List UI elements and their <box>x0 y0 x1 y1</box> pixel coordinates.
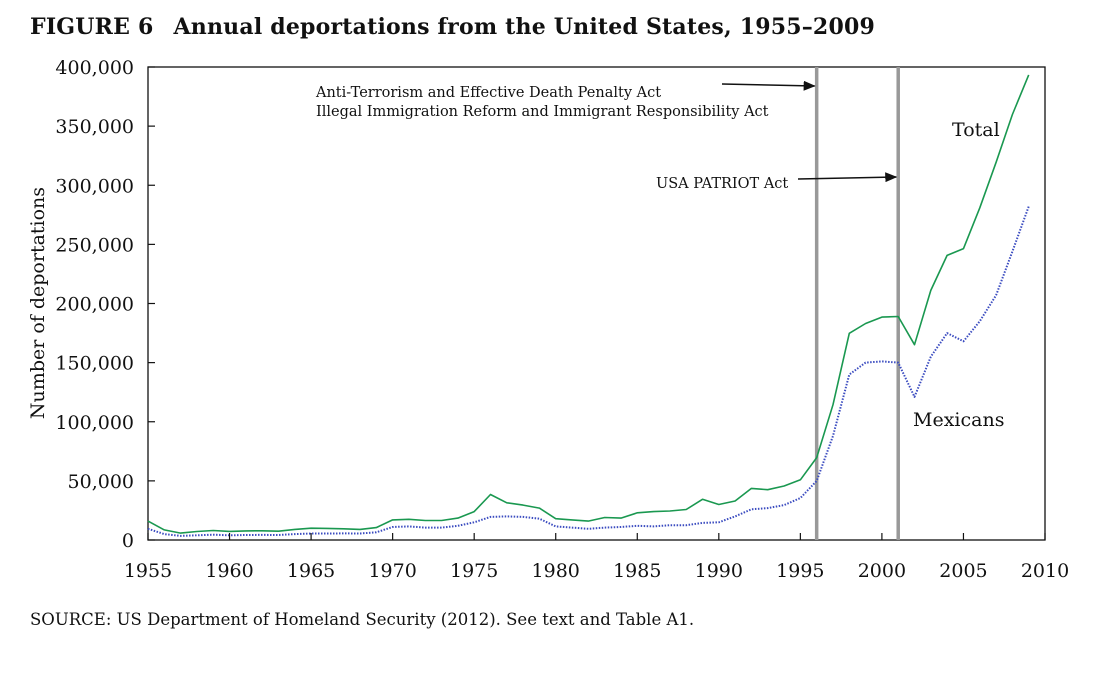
x-tick-label: 1970 <box>368 560 416 582</box>
x-tick-label: 1985 <box>613 560 661 582</box>
y-tick-label: 150,000 <box>55 353 134 375</box>
series-line-mexicans <box>147 206 1030 537</box>
x-tick-label: 1995 <box>776 560 824 582</box>
x-tick-label: 2010 <box>1021 560 1069 582</box>
figure-title-text: Annual deportations from the United Stat… <box>173 14 875 40</box>
y-tick-label: 100,000 <box>55 412 134 434</box>
y-tick-label: 200,000 <box>55 294 134 316</box>
x-tick-label: 1990 <box>695 560 743 582</box>
annotation-patriot: USA PATRIOT Act <box>656 176 788 192</box>
y-tick-label: 0 <box>122 530 134 552</box>
y-tick-label: 250,000 <box>55 234 134 256</box>
figure-title: FIGURE 6 Annual deportations from the Uni… <box>30 14 875 40</box>
figure-number: FIGURE 6 <box>30 14 154 40</box>
source-note: SOURCE: US Department of Homeland Securi… <box>30 610 695 629</box>
plot-frame <box>147 66 1046 541</box>
x-tick-label: 1975 <box>450 560 498 582</box>
x-tick-label: 2005 <box>939 560 987 582</box>
annotation-arrow-2001 <box>797 172 898 183</box>
x-tick-label: 1955 <box>124 560 172 582</box>
x-tick-label: 1960 <box>205 560 253 582</box>
annotation-iirira: Illegal Immigration Reform and Immigrant… <box>316 104 769 120</box>
y-tick-label: 400,000 <box>55 57 134 79</box>
series-label-total: Total <box>952 119 1000 141</box>
y-axis-title: Number of deportations <box>27 187 49 419</box>
y-tick-label: 300,000 <box>55 175 134 197</box>
series-label-mexicans: Mexicans <box>913 409 1004 431</box>
y-tick-label: 50,000 <box>68 471 134 493</box>
x-tick-label: 1965 <box>287 560 335 582</box>
annotation-aedpa: Anti-Terrorism and Effective Death Penal… <box>315 85 661 101</box>
x-tick-label: 2000 <box>858 560 906 582</box>
series-line-total <box>147 74 1030 534</box>
x-tick-label: 1980 <box>532 560 580 582</box>
annotation-arrow-1996 <box>721 80 816 91</box>
y-tick-label: 350,000 <box>55 116 134 138</box>
